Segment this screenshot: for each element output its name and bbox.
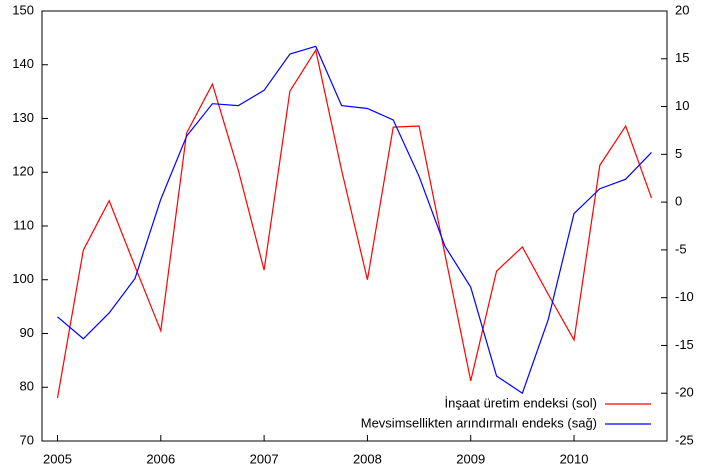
y-tick-label: 120 — [12, 164, 34, 179]
y-tick-label: 70 — [20, 432, 34, 447]
y2-tick-label: 0 — [675, 194, 682, 209]
y-tick-label: 140 — [12, 56, 34, 71]
series-line — [56, 48, 653, 399]
y-tick-label: 90 — [20, 325, 34, 340]
y-tick-label: 80 — [20, 379, 34, 394]
x-tick-label: 2008 — [353, 451, 382, 466]
y2-tick-label: -25 — [675, 432, 694, 447]
y2-tick-label: 20 — [675, 2, 689, 17]
x-tick-label: 2010 — [560, 451, 589, 466]
y-tick-label: 150 — [12, 2, 34, 17]
legend-label: İnşaat üretim endeksi (sol) — [445, 395, 597, 410]
y2-tick-label: -5 — [675, 241, 687, 256]
y2-tick-label: 5 — [675, 146, 682, 161]
y-tick-label: 110 — [13, 217, 34, 232]
x-tick-label: 2009 — [456, 451, 485, 466]
series-line — [57, 45, 652, 395]
y2-tick-label: -20 — [675, 385, 694, 400]
y-tick-label: 100 — [12, 271, 34, 286]
y-tick-label: 130 — [12, 110, 34, 125]
y2-tick-label: 10 — [675, 98, 689, 113]
y2-tick-label: 15 — [675, 50, 689, 65]
legend-label: Mevsimsellikten arındırmalı endeks (sağ) — [361, 415, 597, 430]
x-tick-label: 2005 — [43, 451, 72, 466]
x-tick-label: 2006 — [146, 451, 175, 466]
x-tick-label: 2007 — [250, 451, 279, 466]
y2-tick-label: -10 — [675, 289, 694, 304]
y2-tick-label: -15 — [675, 337, 694, 352]
